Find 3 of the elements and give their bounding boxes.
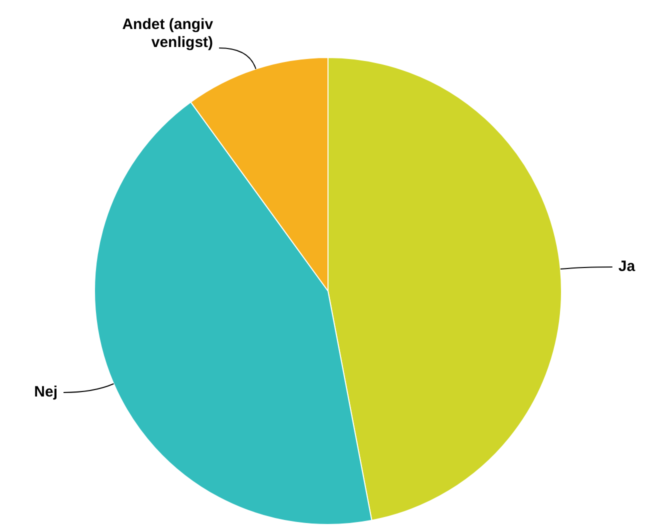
slice-label: Ja xyxy=(618,258,636,276)
slice-label: Andet (angiv venligst) xyxy=(122,16,214,52)
slice-label: Nej xyxy=(34,384,58,401)
